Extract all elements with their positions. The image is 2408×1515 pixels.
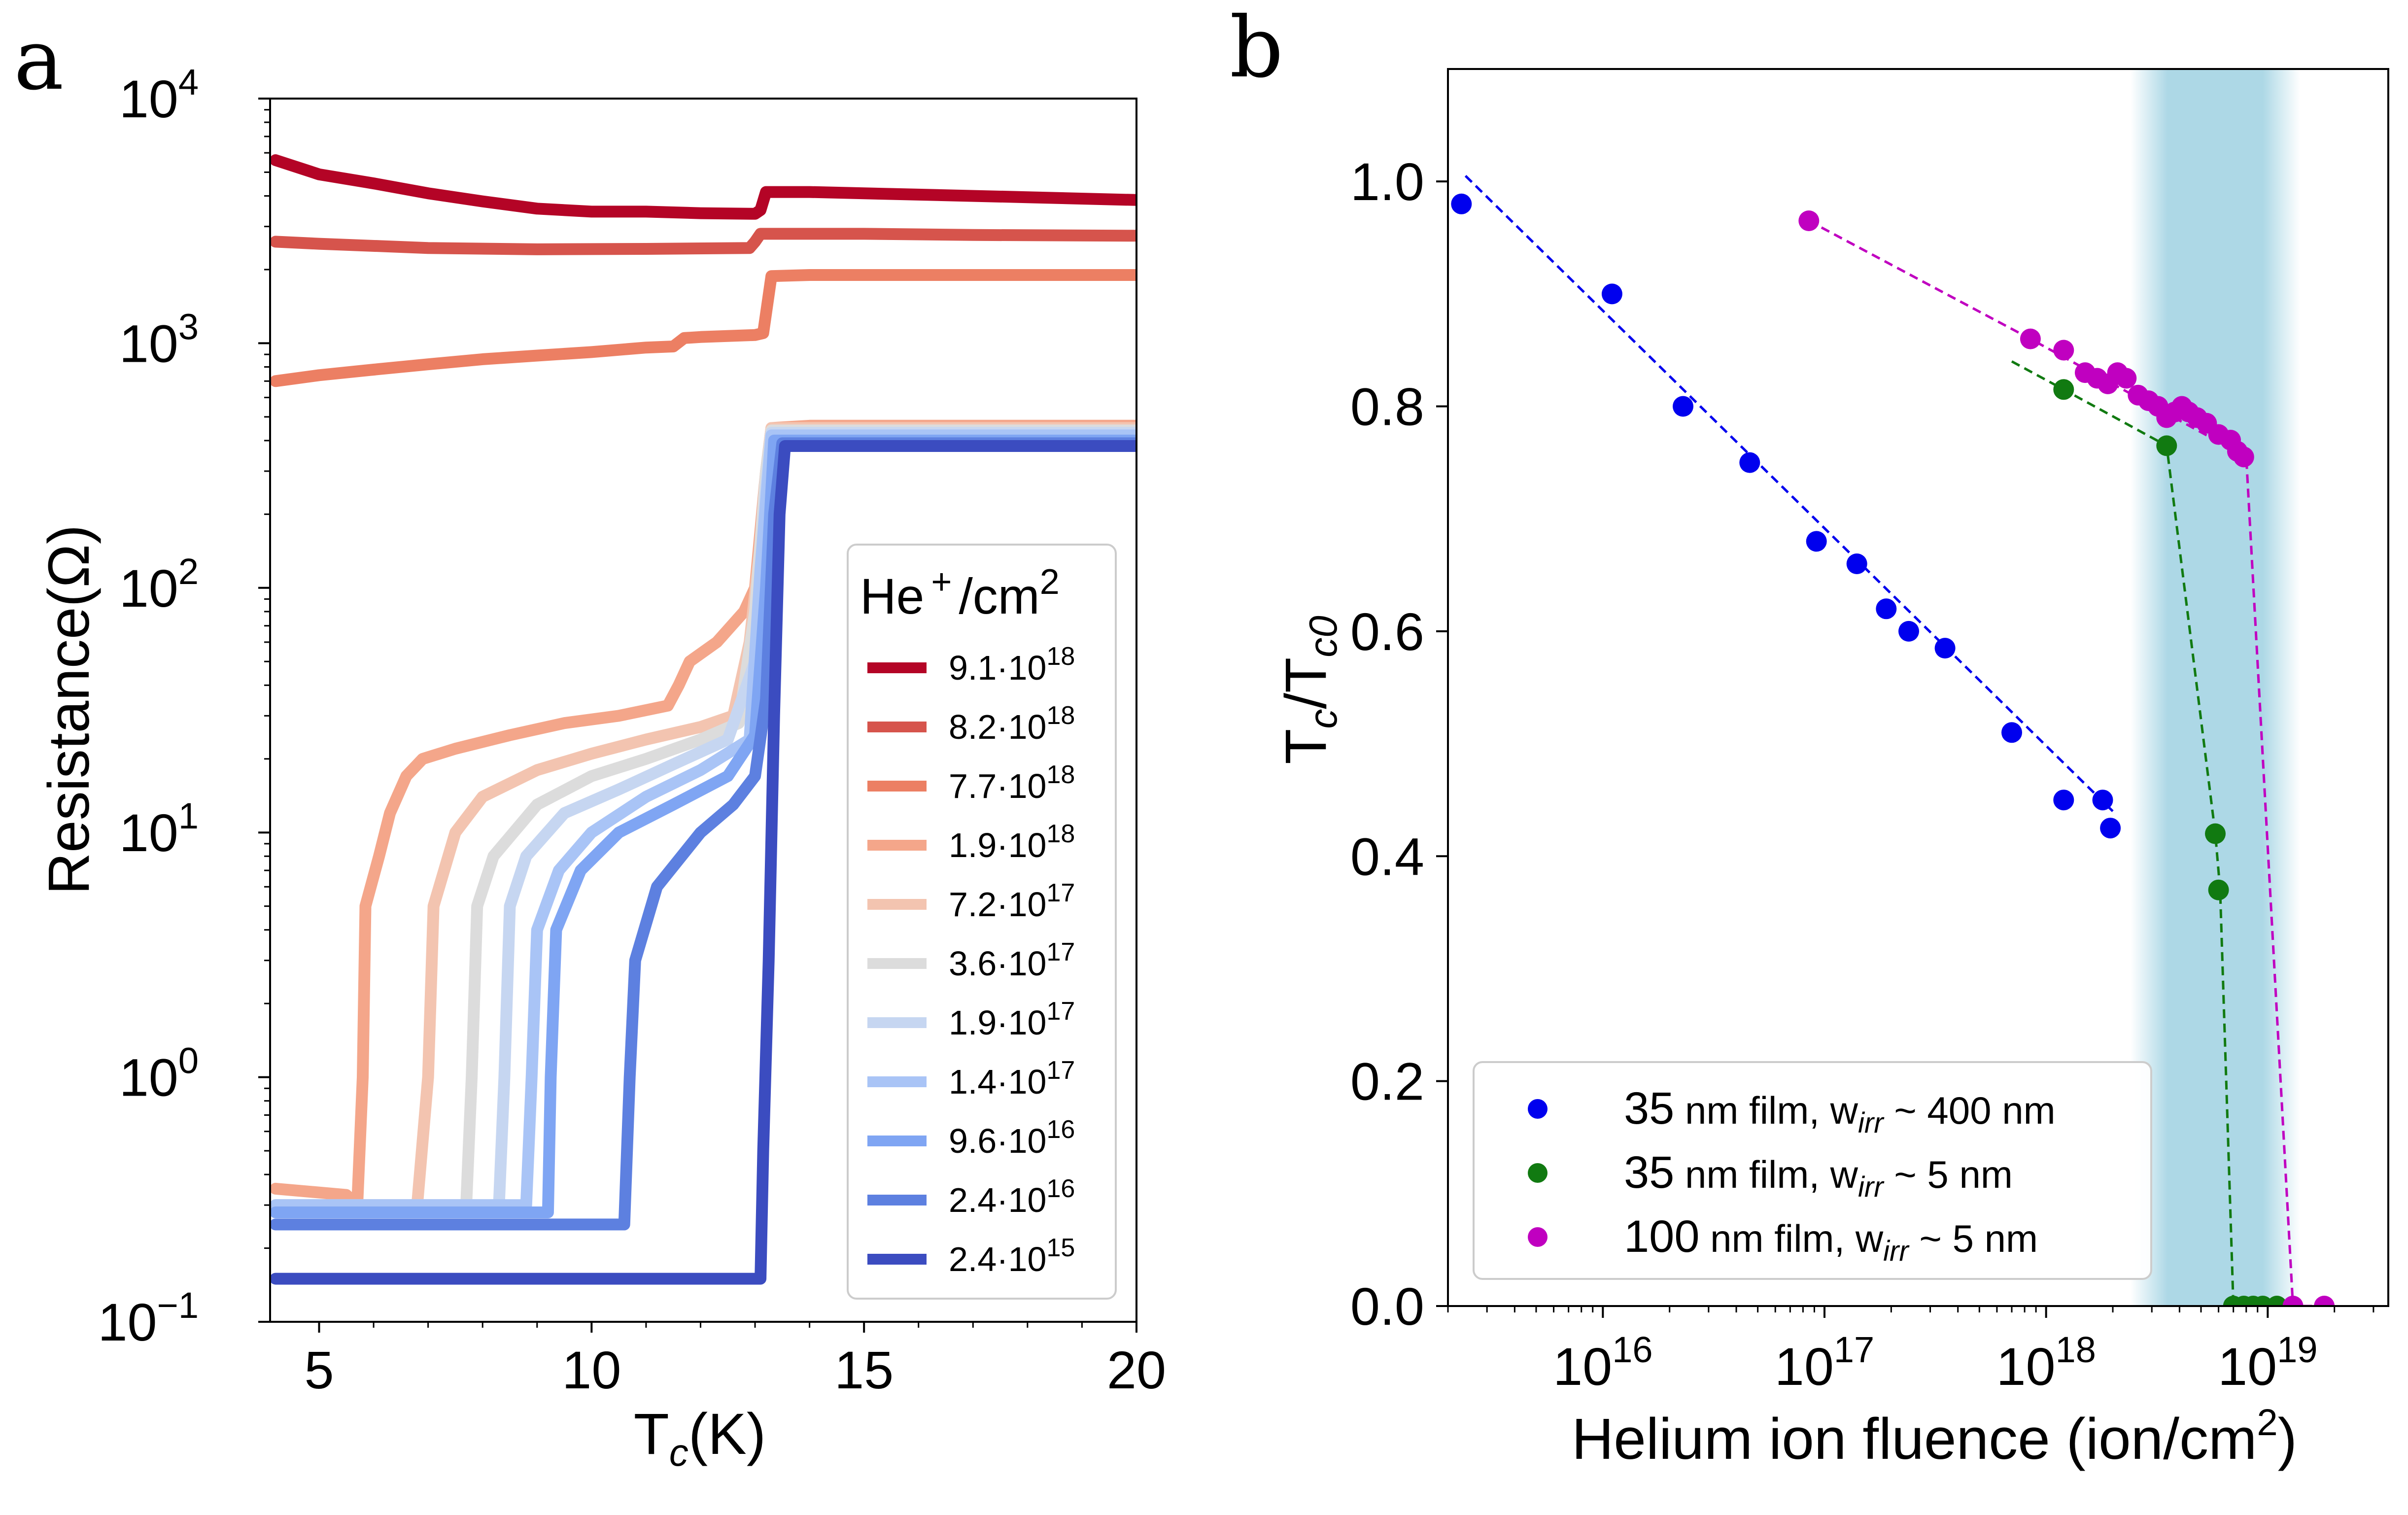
fit-line-0 xyxy=(1464,175,2114,812)
y-tick-label: 0.6 xyxy=(1350,602,1424,661)
legend-label: 1.9·1018 xyxy=(949,820,1075,864)
legend-label: 9.1·1018 xyxy=(949,642,1075,687)
panel-a-y-label: Resistance(Ω) xyxy=(36,525,102,895)
panel-a-y-axis: 104 103 102 101 100 10−1 xyxy=(98,62,270,1352)
resistance-curve-1 xyxy=(270,228,1136,255)
legend-label: 8.2·1018 xyxy=(949,701,1075,746)
panel-b-y-axis: 0.0 0.2 0.4 0.6 0.8 1.0 xyxy=(1350,152,1448,1336)
x-tick-label: 5 xyxy=(304,1340,334,1400)
panel-a-x-axis: 5 10 15 20 xyxy=(304,1322,1166,1400)
panel-a-letter: a xyxy=(14,11,64,109)
panel-a: a 5 10 15 20 104 103 102 101 100 10−1 Resistance… xyxy=(14,11,1166,1474)
resistance-curve-0 xyxy=(270,154,1136,220)
x-tick-label: 1016 xyxy=(1553,1329,1652,1396)
x-tick-label: 1019 xyxy=(2218,1329,2317,1396)
x-tick-label: 1018 xyxy=(1996,1329,2096,1396)
legend-label: 100 nm film, wirr ~ 5 nm xyxy=(1624,1211,2038,1267)
legend-label: 3.6·1017 xyxy=(949,938,1075,983)
y-tick-label: 101 xyxy=(119,795,199,862)
panel-b-plot-area xyxy=(1451,175,2335,1306)
y-tick-label: 102 xyxy=(119,551,199,618)
data-point xyxy=(1876,598,1897,620)
legend-label: 1.4·1017 xyxy=(949,1056,1075,1101)
data-point xyxy=(2208,879,2229,900)
data-point xyxy=(1798,210,1820,231)
panel-b-legend: 35 nm film, wirr ~ 400 nm 35 nm film, wir… xyxy=(1473,1061,2152,1280)
panel-a-legend: He +/cm2 9.1·1018 8.2·1018 7.7·1018 1.9·1018… xyxy=(847,544,1117,1300)
data-point xyxy=(2053,379,2074,400)
legend-label: 35 nm film, wirr ~ 5 nm xyxy=(1624,1147,2013,1203)
panel-b-legend-box xyxy=(1473,1061,2152,1280)
legend-label: 7.2·1017 xyxy=(949,879,1075,924)
resistance-curve-8 xyxy=(270,434,1136,1218)
panel-a-plot-area xyxy=(270,154,1136,1285)
data-point xyxy=(2205,823,2226,844)
x-tick-label: 10 xyxy=(562,1340,621,1400)
data-point xyxy=(1898,620,1919,642)
data-point xyxy=(2020,328,2041,349)
y-tick-label: 100 xyxy=(119,1040,199,1107)
panel-b-y-label: Tc/Tc0 xyxy=(1273,616,1345,764)
data-point xyxy=(2053,340,2074,361)
legend-label: 1.9·1017 xyxy=(949,997,1075,1042)
legend-marker xyxy=(1528,1163,1548,1183)
legend-label: 7.7·1018 xyxy=(949,760,1075,805)
legend-marker xyxy=(1528,1227,1548,1247)
data-point xyxy=(2156,435,2177,456)
x-tick-label: 20 xyxy=(1107,1340,1166,1400)
fluence-threshold-band xyxy=(2130,69,2301,1306)
legend-label: 9.6·1016 xyxy=(949,1115,1075,1160)
data-point xyxy=(2314,1296,2335,1306)
y-tick-label: 0.8 xyxy=(1350,377,1424,437)
x-tick-label: 15 xyxy=(834,1340,894,1400)
panel-b-x-label: Helium ion fluence (ion/cm2) xyxy=(1572,1402,2297,1472)
data-point xyxy=(1451,193,1472,214)
y-tick-label: 0.4 xyxy=(1350,826,1424,886)
panel-a-legend-title: He +/cm2 xyxy=(860,562,1060,624)
data-point xyxy=(1846,553,1867,574)
data-point xyxy=(2100,818,2121,839)
y-tick-label: 103 xyxy=(119,306,199,373)
data-point xyxy=(2092,790,2113,811)
panel-a-frame xyxy=(269,98,1137,1323)
data-point xyxy=(1601,283,1622,305)
resistance-curve-10 xyxy=(270,440,1136,1285)
legend-label: 2.4·1016 xyxy=(949,1174,1075,1219)
data-point xyxy=(1673,396,1693,417)
data-point xyxy=(1739,452,1760,473)
data-point xyxy=(2053,790,2074,811)
panel-a-x-label: Tc(K) xyxy=(634,1402,766,1474)
data-point xyxy=(1806,531,1827,552)
data-point xyxy=(1934,638,1956,659)
data-point xyxy=(2116,368,2137,389)
data-point xyxy=(2267,1296,2287,1306)
data-point xyxy=(2233,447,2254,468)
y-tick-label: 10−1 xyxy=(98,1285,199,1352)
panel-b: b 1016 1017 1018 1019 0.0 0.2 0.4 0.6 0.8 1.0 Tc… xyxy=(1230,0,2389,1472)
data-point xyxy=(2282,1296,2304,1306)
y-tick-label: 104 xyxy=(119,62,199,129)
y-tick-label: 0.0 xyxy=(1350,1276,1424,1336)
panel-b-letter: b xyxy=(1230,0,1283,97)
panel-a-legend-box xyxy=(847,544,1117,1300)
legend-marker xyxy=(1528,1099,1548,1119)
panel-b-x-axis: 1016 1017 1018 1019 xyxy=(1447,1306,2374,1396)
legend-label: 35 nm film, wirr ~ 400 nm xyxy=(1624,1083,2056,1139)
y-tick-label: 0.2 xyxy=(1350,1052,1424,1111)
resistance-curve-2 xyxy=(270,269,1136,387)
data-point xyxy=(2001,722,2022,743)
panel-b-frame xyxy=(1447,68,2389,1307)
legend-label: 2.4·1015 xyxy=(949,1234,1075,1278)
x-tick-label: 1017 xyxy=(1775,1329,1874,1396)
y-tick-label: 1.0 xyxy=(1350,152,1424,211)
